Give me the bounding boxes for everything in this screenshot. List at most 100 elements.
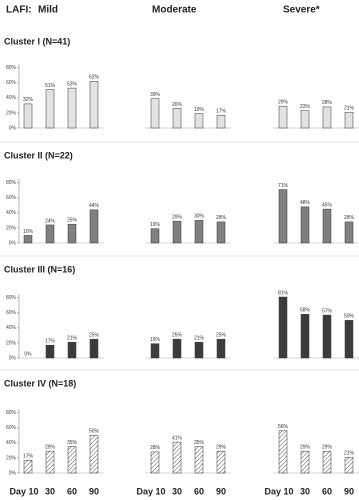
bar [322,314,332,359]
value-label: 29% [322,444,333,450]
value-label: 29% [300,444,311,450]
value-label: 35% [194,440,205,446]
bar [89,81,99,129]
y-tick-label: 80% [6,65,17,71]
value-label: 10% [23,229,34,235]
value-label: 21% [344,106,355,112]
bar [89,209,99,244]
value-label: 25% [216,333,227,339]
value-label: 48% [300,200,311,206]
y-tick-label: 0% [9,470,17,476]
y-tick-label: 80% [6,410,17,416]
bar [45,450,55,474]
value-label: 29% [278,99,289,105]
bar [150,451,160,474]
value-label: 62% [89,75,100,81]
cluster-title: Cluster III (N=16) [4,264,75,274]
bar [45,344,55,359]
value-label: 39% [150,92,161,98]
bar [278,296,288,359]
bar [194,341,204,359]
x-tick-label: Day 10 [136,486,165,496]
bar [216,338,226,359]
x-tick-label: 30 [45,486,55,496]
value-label: 19% [150,222,161,228]
bar [23,103,33,129]
y-tick-label: 60% [6,425,17,431]
value-label: 44% [89,203,100,209]
bar [300,206,310,244]
bar [172,441,182,474]
x-tick-label: 90 [216,486,226,496]
x-tick-label: 60 [194,486,204,496]
y-tick-label: 60% [6,80,17,86]
value-label: 19% [194,107,205,113]
value-label: 45% [322,202,333,208]
bar [344,111,354,129]
bar [322,208,332,244]
cluster-title: Cluster II (N=22) [4,150,73,160]
x-tick-label: 30 [172,486,182,496]
bar [344,221,354,244]
value-label: 58% [300,308,311,314]
bar [194,220,204,244]
value-label: 0% [24,351,32,357]
y-tick-label: 40% [6,440,17,446]
value-label: 32% [23,97,34,103]
value-label: 24% [45,218,56,224]
value-label: 56% [278,424,289,430]
bar [194,113,204,129]
bar [67,446,77,474]
value-label: 81% [278,290,289,296]
value-label: 21% [194,336,205,342]
bar [300,110,310,129]
bar [67,341,77,359]
bar [45,224,55,244]
y-tick-label: 60% [6,195,17,201]
bar [278,105,288,129]
value-label: 17% [23,454,34,460]
value-label: 29% [172,214,183,220]
y-tick-label: 40% [6,210,17,216]
bar [89,435,99,474]
x-tick-label: Day 10 [9,486,38,496]
bar [150,98,160,129]
value-label: 28% [344,215,355,221]
y-tick-label: 0% [9,240,17,246]
x-tick-label: 30 [300,486,310,496]
bar [216,114,226,129]
value-label: 50% [89,429,100,435]
value-label: 50% [344,314,355,320]
value-label: 21% [344,451,355,457]
bar [150,228,160,244]
y-tick-label: 80% [6,180,17,186]
value-label: 28% [322,100,333,106]
bar [300,450,310,474]
value-label: 41% [172,435,183,441]
value-label: 17% [216,109,227,115]
x-tick-label: 60 [322,486,332,496]
y-tick-label: 20% [6,110,17,116]
bar [194,446,204,474]
bar [172,338,182,359]
value-label: 17% [45,339,56,345]
value-label: 57% [322,308,333,314]
y-tick-label: 0% [9,125,17,131]
x-tick-label: 90 [344,486,354,496]
y-tick-label: 80% [6,295,17,301]
bar [23,459,33,474]
y-tick-label: 40% [6,95,17,101]
bar [278,430,288,474]
value-label: 25% [89,333,100,339]
value-label: 23% [300,104,311,110]
bar [216,221,226,244]
y-tick-label: 20% [6,455,17,461]
value-label: 29% [45,444,56,450]
value-label: 25% [172,333,183,339]
value-label: 25% [67,218,78,224]
bar [344,320,354,359]
bar [322,450,332,474]
bar [216,450,226,474]
bar [322,106,332,129]
